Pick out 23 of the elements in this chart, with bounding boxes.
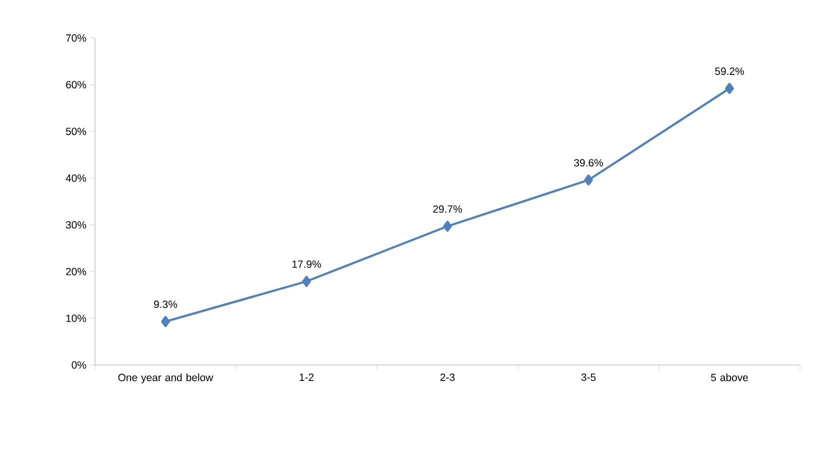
y-tick-label: 60% (66, 81, 86, 88)
y-tick-label: 20% (66, 268, 86, 276)
point (302, 276, 311, 287)
point (443, 220, 452, 232)
x-tick-label: 2-3 (440, 374, 455, 381)
y-tick-label: 0% (72, 361, 86, 369)
y-tick-label: 30% (66, 221, 86, 229)
y-tick-label: 70% (66, 34, 86, 42)
y-tick-label: 40% (66, 174, 86, 182)
data-label: 9.3% (154, 300, 178, 308)
y-tick-label: 10% (66, 314, 86, 322)
point (584, 174, 593, 186)
data-label: 59.2% (715, 68, 744, 75)
x-tick-label: One year and below (118, 374, 214, 384)
point (161, 316, 170, 328)
x-tick-label: 1-2 (300, 374, 314, 381)
x-tick-label: 5 above (711, 374, 748, 382)
data-label: 17.9% (292, 260, 321, 268)
data-label: 39.6% (574, 159, 603, 166)
x-tick-label: 3-5 (581, 374, 596, 381)
point (725, 82, 734, 94)
data-label: 29.7% (433, 205, 462, 213)
y-tick-label: 50% (66, 128, 86, 136)
